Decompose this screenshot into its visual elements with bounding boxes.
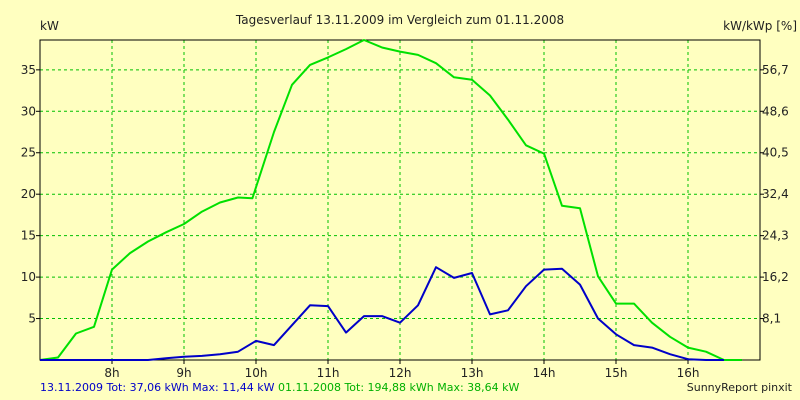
x-tick-label: 10h	[245, 366, 268, 380]
series-layer	[39, 39, 742, 361]
series-line-01-11-2008	[39, 39, 742, 361]
grid-layer	[40, 40, 760, 360]
y-tick-label-right: 24,3	[762, 229, 789, 243]
x-tick-label: 9h	[176, 366, 191, 380]
y-tick-label-left: 10	[21, 270, 36, 284]
x-tick-label: 11h	[317, 366, 340, 380]
y-tick-label-right: 32,4	[762, 187, 789, 201]
y-tick-label-left: 30	[21, 104, 36, 118]
y-tick-label-right: 8,1	[762, 312, 781, 326]
y-axis-left-label: kW	[40, 19, 59, 33]
y-tick-label-right: 16,2	[762, 270, 789, 284]
y-axis-right-label: kW/kWp [%]	[723, 19, 797, 33]
y-tick-label-right: 48,6	[762, 104, 789, 118]
x-tick-label: 8h	[104, 366, 119, 380]
y-tick-label-left: 20	[21, 187, 36, 201]
y-tick-label-right: 40,5	[762, 146, 789, 160]
footer-summary: 13.11.2009 Tot: 37,06 kWh Max: 11,44 kW …	[40, 381, 519, 394]
x-tick-label: 12h	[389, 366, 412, 380]
footer-blue-text: 13.11.2009 Tot: 37,06 kWh Max: 11,44 kW	[40, 381, 275, 394]
y-tick-label-left: 15	[21, 229, 36, 243]
series-line-13-11-2009	[40, 266, 724, 361]
y-tick-label-left: 5	[28, 312, 36, 326]
chart-title: Tagesverlauf 13.11.2009 im Vergleich zum…	[235, 13, 564, 27]
x-tick-label: 15h	[605, 366, 628, 380]
tick-layer: 8h 9h 10h 11h 12h 13h 14h 15h 16h 5 8,1 10 16,2 15 24,…	[21, 63, 789, 380]
x-tick-label: 14h	[533, 366, 556, 380]
footer-credit: SunnyReport pinxit	[686, 381, 792, 394]
y-tick-label-right: 56,7	[762, 63, 789, 77]
x-tick-label: 13h	[461, 366, 484, 380]
y-tick-label-left: 25	[21, 146, 36, 160]
x-tick-label: 16h	[677, 366, 700, 380]
footer-green-text: 01.11.2008 Tot: 194,88 kWh Max: 38,64 kW	[274, 381, 520, 394]
y-tick-label-left: 35	[21, 63, 36, 77]
